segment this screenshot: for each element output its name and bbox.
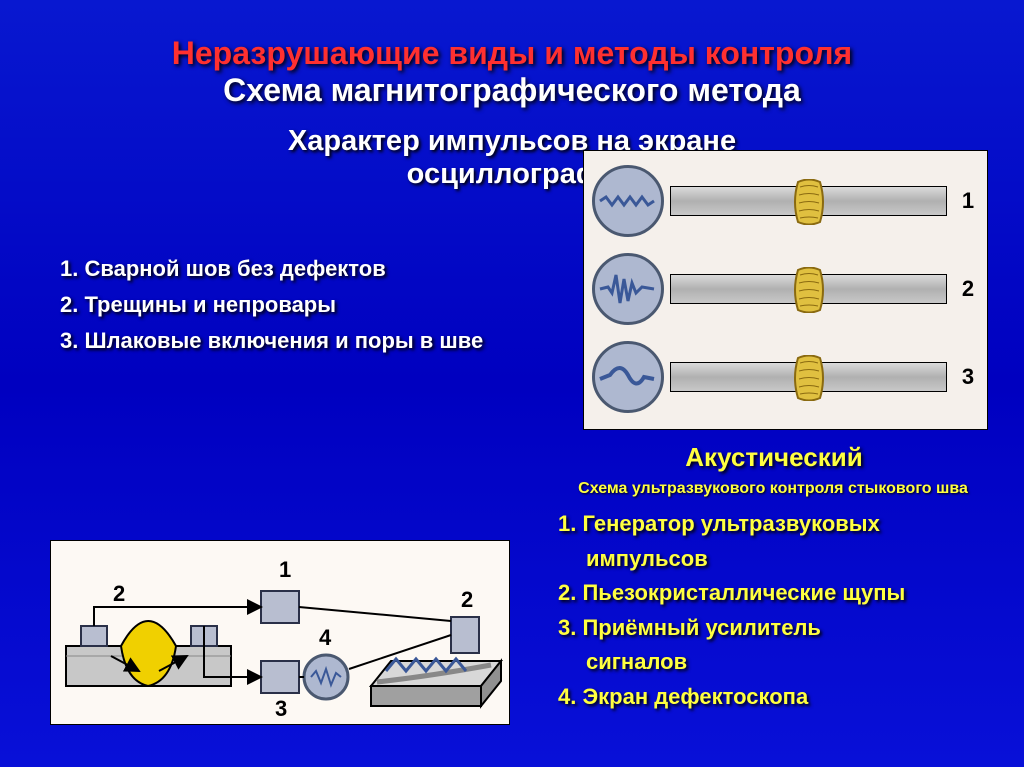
weld-icon [792, 179, 826, 225]
acoustic-item: 2. Пьезокристаллические щупы [558, 579, 988, 608]
weld-bar [670, 362, 947, 392]
osc-row: 2 [592, 249, 979, 329]
weld-bar [670, 186, 947, 216]
acoustic-item: 4. Экран дефектоскопа [558, 683, 988, 712]
osc-row: 1 [592, 161, 979, 241]
ultrasonic-diagram: 1 2 2 3 4 [50, 540, 510, 725]
diagram-svg: 1 2 2 3 4 [51, 541, 511, 726]
title-line2: Схема магнитографического метода [40, 72, 984, 109]
row-number: 1 [957, 188, 979, 214]
acoustic-item: 3. Приёмный усилитель [558, 614, 988, 643]
scope-icon [592, 253, 664, 325]
list-item: 3. Шлаковые включения и поры в шве [60, 328, 520, 354]
acoustic-list: 1. Генератор ультразвуковых импульсов 2.… [558, 510, 988, 718]
diag-label-1: 1 [279, 557, 291, 582]
acoustic-subtitle: Схема ультразвукового контроля стыкового… [558, 480, 988, 498]
scope-icon [592, 165, 664, 237]
weld-bar [670, 274, 947, 304]
acoustic-item: 1. Генератор ультразвуковых [558, 510, 988, 539]
pulse-character-list: 1. Сварной шов без дефектов 2. Трещины и… [60, 256, 520, 364]
diag-label-4: 4 [319, 625, 332, 650]
title-block: Неразрушающие виды и методы контроля Схе… [0, 0, 1024, 119]
acoustic-item-cont: импульсов [558, 545, 988, 574]
scope-icon [592, 341, 664, 413]
acoustic-item-cont: сигналов [558, 648, 988, 677]
weld-icon [792, 355, 826, 401]
weld-icon [792, 267, 826, 313]
list-item: 1. Сварной шов без дефектов [60, 256, 520, 282]
oscilloscope-panel: 1 2 3 [583, 150, 988, 430]
diag-label-2b: 2 [461, 587, 473, 612]
list-item: 2. Трещины и непровары [60, 292, 520, 318]
osc-row: 3 [592, 337, 979, 417]
diag-label-2: 2 [113, 581, 125, 606]
acoustic-title: Акустический [584, 442, 964, 473]
title-line1: Неразрушающие виды и методы контроля [40, 35, 984, 72]
row-number: 3 [957, 364, 979, 390]
diag-label-3: 3 [275, 696, 287, 721]
row-number: 2 [957, 276, 979, 302]
